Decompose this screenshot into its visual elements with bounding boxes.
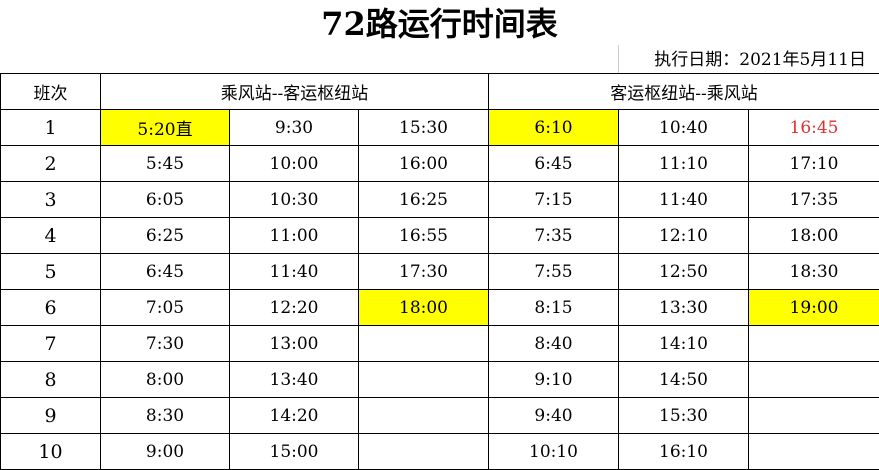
time-cell[interactable]: 18:00 (748, 217, 879, 254)
row-index[interactable]: 8 (0, 361, 101, 398)
time-cell[interactable]: 11:10 (618, 145, 749, 182)
table-row: 5 6:45 11:40 17:30 7:55 12:50 18:30 (0, 253, 879, 290)
table-row: 2 5:45 10:00 16:00 6:45 11:10 17:10 (0, 145, 879, 182)
time-cell[interactable]: 16:10 (618, 433, 749, 470)
row-index[interactable]: 1 (0, 109, 101, 146)
time-cell[interactable]: 8:30 (100, 397, 230, 434)
time-cell[interactable]: 6:45 (100, 253, 230, 290)
table-row: 10 9:00 15:00 10:10 16:10 (0, 433, 879, 470)
time-cell[interactable]: 11:00 (229, 217, 359, 254)
time-cell[interactable]: 9:10 (488, 361, 619, 398)
time-cell[interactable]: 5:20直 (100, 109, 230, 146)
time-cell[interactable]: 15:00 (229, 433, 359, 470)
time-cell[interactable]: 13:40 (229, 361, 359, 398)
time-cell[interactable]: 7:15 (488, 181, 619, 218)
time-cell[interactable]: 8:15 (488, 289, 619, 326)
time-cell[interactable]: 19:00 (748, 289, 879, 326)
time-cell[interactable]: 11:40 (229, 253, 359, 290)
time-cell[interactable]: 7:30 (100, 325, 230, 362)
table-row: 9 8:30 14:20 9:40 15:30 (0, 397, 879, 434)
time-cell[interactable]: 9:00 (100, 433, 230, 470)
time-cell[interactable]: 16:55 (358, 217, 489, 254)
time-cell[interactable]: 14:20 (229, 397, 359, 434)
time-cell[interactable]: 10:10 (488, 433, 619, 470)
row-index[interactable]: 9 (0, 397, 101, 434)
time-cell[interactable]: 15:30 (358, 109, 489, 146)
time-cell[interactable]: 9:40 (488, 397, 619, 434)
time-cell[interactable]: 7:35 (488, 217, 619, 254)
time-cell[interactable]: 11:40 (618, 181, 749, 218)
time-cell[interactable] (748, 361, 879, 398)
row-index[interactable]: 7 (0, 325, 101, 362)
time-cell[interactable]: 7:55 (488, 253, 619, 290)
table-row: 6 7:05 12:20 18:00 8:15 13:30 19:00 (0, 289, 879, 326)
time-cell[interactable] (748, 397, 879, 434)
time-cell[interactable]: 7:05 (100, 289, 230, 326)
table-row: 1 5:20直 9:30 15:30 6:10 10:40 16:45 (0, 109, 879, 146)
time-cell[interactable] (358, 361, 489, 398)
time-cell[interactable]: 5:45 (100, 145, 230, 182)
time-cell[interactable]: 10:40 (618, 109, 749, 146)
time-cell[interactable]: 13:30 (618, 289, 749, 326)
time-cell[interactable]: 13:00 (229, 325, 359, 362)
time-cell[interactable]: 18:30 (748, 253, 879, 290)
time-cell[interactable]: 10:00 (229, 145, 359, 182)
time-cell[interactable]: 15:30 (618, 397, 749, 434)
time-cell[interactable]: 16:25 (358, 181, 489, 218)
time-cell[interactable] (748, 325, 879, 362)
time-cell[interactable]: 12:10 (618, 217, 749, 254)
row-index[interactable]: 5 (0, 253, 101, 290)
row-index[interactable]: 10 (0, 433, 101, 470)
time-cell[interactable] (358, 397, 489, 434)
time-cell[interactable]: 12:20 (229, 289, 359, 326)
time-cell[interactable] (358, 433, 489, 470)
time-cell[interactable] (748, 433, 879, 470)
header-index[interactable]: 班次 (0, 73, 101, 110)
time-cell[interactable]: 14:10 (618, 325, 749, 362)
time-cell[interactable]: 9:30 (229, 109, 359, 146)
date-cell[interactable]: 执行日期：2021年5月11日 (618, 45, 879, 73)
time-cell[interactable]: 6:45 (488, 145, 619, 182)
time-cell[interactable]: 6:05 (100, 181, 230, 218)
row-index[interactable]: 4 (0, 217, 101, 254)
row-index[interactable]: 6 (0, 289, 101, 326)
page-title: 72路运行时间表 (321, 5, 558, 43)
time-cell[interactable] (358, 325, 489, 362)
time-cell[interactable]: 17:35 (748, 181, 879, 218)
time-cell[interactable]: 6:10 (488, 109, 619, 146)
time-cell[interactable]: 16:00 (358, 145, 489, 182)
time-cell[interactable]: 14:50 (618, 361, 749, 398)
time-cell[interactable]: 18:00 (358, 289, 489, 326)
time-cell[interactable]: 16:45 (748, 109, 879, 146)
time-cell[interactable]: 6:25 (100, 217, 230, 254)
time-cell[interactable]: 10:30 (229, 181, 359, 218)
row-index[interactable]: 2 (0, 145, 101, 182)
time-cell[interactable]: 12:50 (618, 253, 749, 290)
table-row: 7 7:30 13:00 8:40 14:10 (0, 325, 879, 362)
row-index[interactable]: 3 (0, 181, 101, 218)
table-row: 3 6:05 10:30 16:25 7:15 11:40 17:35 (0, 181, 879, 218)
time-cell[interactable]: 17:30 (358, 253, 489, 290)
table-row: 4 6:25 11:00 16:55 7:35 12:10 18:00 (0, 217, 879, 254)
timetable: 班次 乘风站--客运枢纽站 客运枢纽站--乘风站 1 5:20直 9:30 15:30… (0, 73, 879, 470)
time-cell[interactable]: 8:00 (100, 361, 230, 398)
table-row: 8 8:00 13:40 9:10 14:50 (0, 361, 879, 398)
header-direction-2[interactable]: 客运枢纽站--乘风站 (488, 73, 879, 110)
header-row: 班次 乘风站--客运枢纽站 客运枢纽站--乘风站 (0, 73, 879, 110)
effective-date: 执行日期：2021年5月11日 (654, 50, 866, 70)
header-direction-1[interactable]: 乘风站--客运枢纽站 (100, 73, 489, 110)
time-cell[interactable]: 17:10 (748, 145, 879, 182)
time-cell[interactable]: 8:40 (488, 325, 619, 362)
